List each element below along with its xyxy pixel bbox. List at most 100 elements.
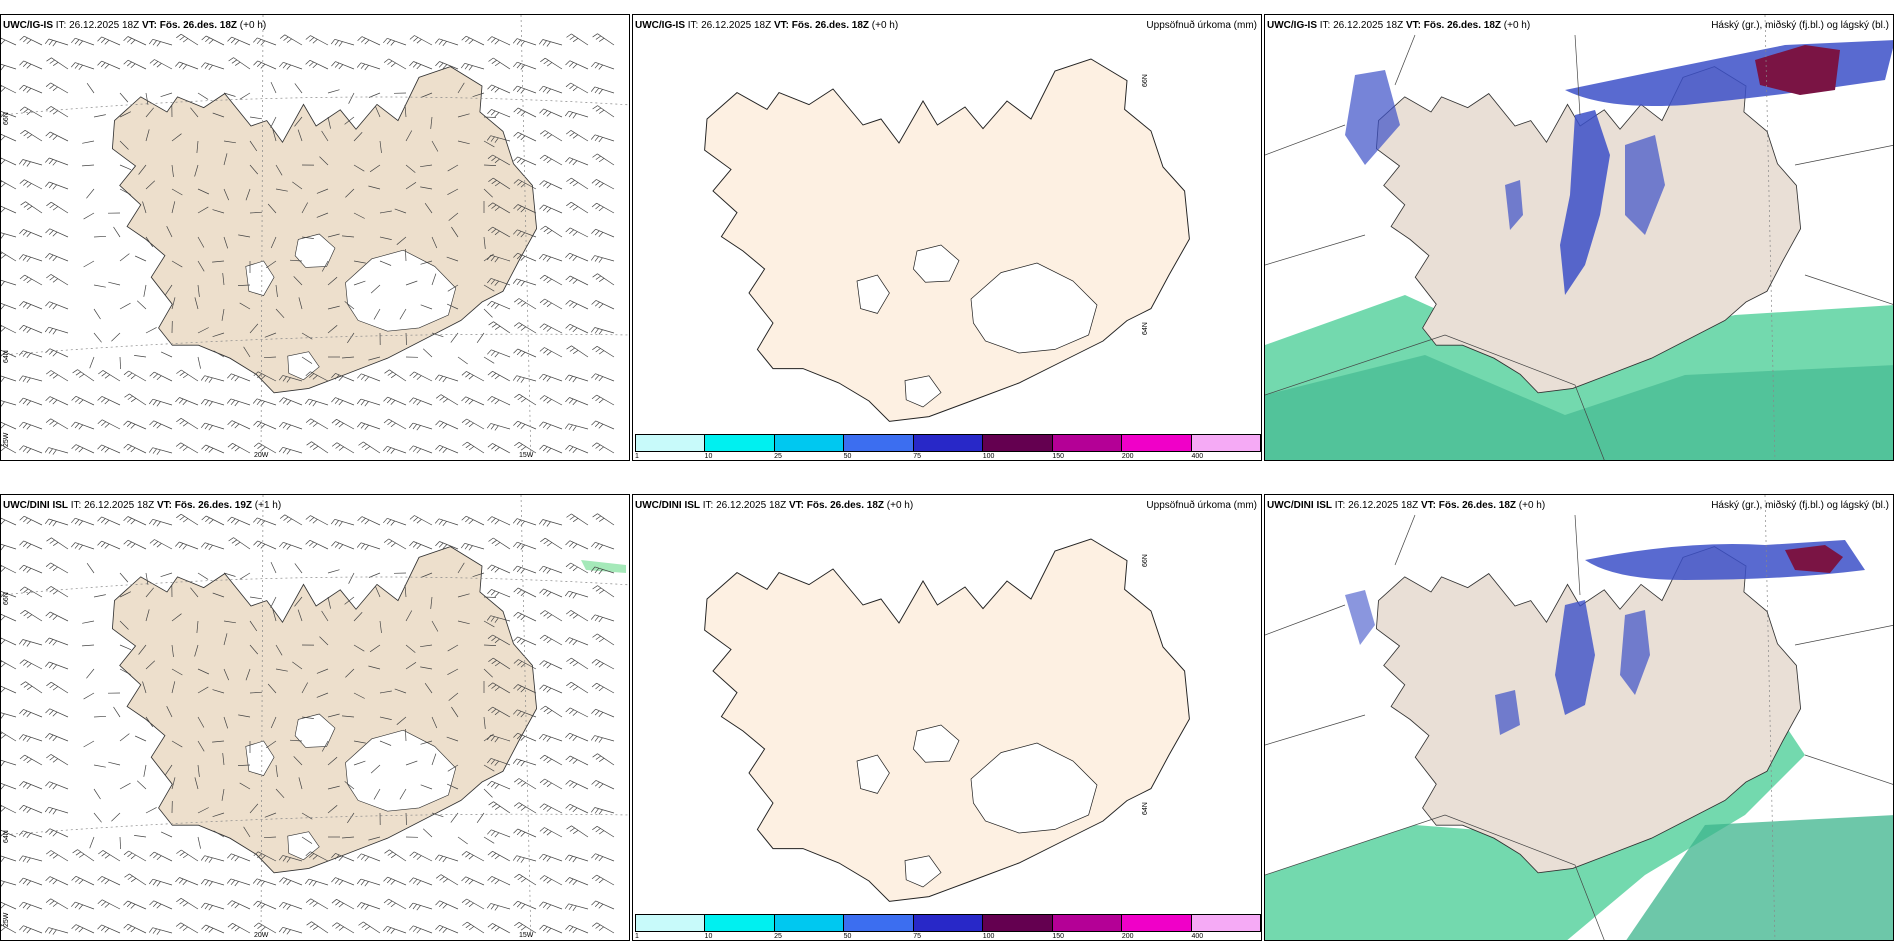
wind-barb [223,633,228,646]
wind-barb [424,202,433,214]
wind-barb [1,731,17,742]
wind-barb [301,836,313,844]
wind-barb [457,356,468,365]
wind-barb [190,107,199,118]
colorbar-segment [1191,915,1260,931]
wind-barb [347,812,355,824]
wind-barb [591,394,615,406]
wind-barb [566,681,589,694]
wind-barb [1,444,17,454]
wind-barb [253,420,277,430]
wind-barb [119,572,129,583]
wind-barb [197,740,205,752]
wind-barb [71,901,95,910]
wind-barb [591,179,615,190]
wind-barb [123,900,147,910]
wind-barb [171,297,176,310]
wind-barb [223,188,230,201]
panel-header: UWC/IG-IS IT: 26.12.2025 18Z VT: Fös. 26… [635,20,899,31]
wind-barb [435,924,459,934]
wind-barb [514,922,537,934]
wind-barb [176,898,199,910]
wind-map-panel-dini: UWC/DINI ISL IT: 26.12.2025 18Z VT: Fös.… [0,494,630,941]
wind-barb [483,620,495,628]
wind-barb [383,517,407,526]
wind-barb [353,611,363,622]
wind-barb [292,181,303,190]
wind-barb [149,851,173,862]
wind-barb [487,876,511,886]
wind-barb [176,369,199,382]
wind-barb [1,421,17,430]
wind-barb [119,733,130,742]
wind-barb [86,82,95,94]
wind-barb [93,114,106,118]
wind-barb [19,106,43,118]
wind-barb [119,668,131,675]
wind-barb [327,569,340,574]
wind-barb [197,327,209,334]
wind-barb [357,516,381,526]
wind-map-panel-ig: UWC/IG-IS IT: 26.12.2025 18Z VT: Fös. 26… [0,14,630,461]
wind-barb [93,594,106,598]
wind-barb [227,922,251,934]
colorbar-segment [1052,915,1123,931]
wind-barb [540,705,563,718]
wind-barb [123,516,147,526]
wind-barb [486,254,511,263]
wind-barb [176,33,199,46]
wind-barb [487,226,511,238]
wind-barb [20,130,43,142]
wind-barb [384,849,407,862]
wind-barb [97,36,121,46]
wind-barb [119,253,130,262]
wind-barb [19,754,43,766]
panel-header: UWC/IG-IS IT: 26.12.2025 18Z VT: Fös. 26… [1267,20,1531,31]
wind-barb [483,596,497,598]
colorbar-tick-label: 1 [635,453,639,460]
wind-barb [565,444,589,454]
wind-barb [566,33,589,46]
panel-header: UWC/DINI ISL IT: 26.12.2025 18Z VT: Fös.… [635,500,914,511]
wind-barb [446,303,459,310]
lon-label-15w: 15W [519,452,534,459]
wind-barb [487,278,511,286]
wind-barb [86,668,95,679]
wind-barb [93,715,107,718]
wind-barb [134,835,147,838]
wind-barb [1,924,17,934]
wind-barb [1,660,17,670]
wind-barb [487,370,511,382]
wind-barb [197,260,205,272]
wind-barb [327,116,331,129]
wind-barb [212,592,225,598]
wind-barb [19,901,43,910]
wind-barb [420,164,433,168]
wind-barb [483,116,497,118]
wind-barb [97,924,121,934]
wind-barb [357,373,381,382]
wind-barb [20,610,43,622]
wind-barb [279,541,303,550]
wind-barb [97,876,121,886]
wind-barb [45,781,69,790]
wind-barb [565,130,589,142]
wind-barb [1,111,17,118]
wind-barb [201,924,225,934]
wind-barb [331,373,355,382]
wind-barb [514,393,537,406]
wind-barb [331,877,355,886]
wind-barb [45,301,69,310]
wind-barb [539,803,563,814]
wind-barb [142,681,147,694]
wind-barb [270,561,277,574]
wind-barb [1,279,17,287]
wind-barb [591,682,615,694]
wind-barb [565,252,589,262]
wind-barb [409,851,433,862]
wind-barb [227,373,251,382]
wind-barb [514,442,537,454]
wind-barb [383,418,407,430]
wind-barb [539,827,563,838]
colorbar-segment [983,435,1053,451]
